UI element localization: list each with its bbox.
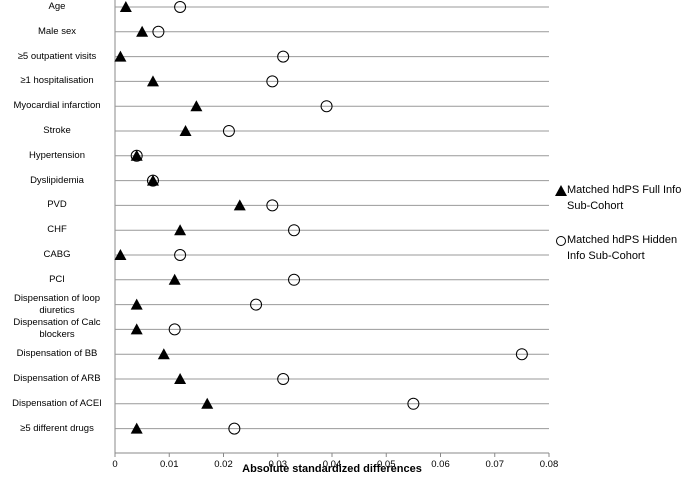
circle-marker [174,1,187,13]
triangle-marker [130,149,143,161]
legend-circle [556,236,566,246]
x-tick-label: 0.04 [323,459,342,470]
circle-marker [266,75,279,88]
x-tick-label: 0.06 [431,459,450,470]
triangle-marker [130,323,143,335]
triangle-marker [146,174,159,186]
category-label: Dispensation of ARB [13,373,101,384]
legend-marker [555,185,567,196]
category-label: Myocardial infarction [13,100,101,112]
circle-marker [146,174,159,187]
triangle-marker [130,422,143,434]
x-tick-label: 0.01 [160,459,179,470]
triangle-marker [201,397,214,409]
legend-label: Matched hdPS Full Info Sub-Cohort [567,184,682,212]
circle-marker [168,323,181,336]
triangle-marker [174,224,187,236]
category-label: ≥5 outpatient visits [17,50,97,62]
x-tick-label: 0.07 [486,459,505,470]
triangle-marker [233,199,246,211]
category-label: Dispensation of Calc blockers [13,317,101,341]
category-label: PVD [47,199,67,211]
category-label: Age [48,1,66,12]
triangle-marker [130,298,143,310]
category-label: Stroke [43,125,71,136]
category-label: Dispensation of BB [16,348,98,360]
category-label: Dyslipidemia [30,174,84,186]
category-label: CHF [47,224,67,236]
circle-marker [222,125,235,137]
circle-marker [250,298,263,311]
circle-marker [174,249,187,261]
circle-marker [407,397,420,410]
category-label: ≥1 hospitalisation [20,75,94,87]
category-label: PCI [49,273,65,285]
x-tick-label: 0.05 [377,459,396,470]
x-axis-title: Absolute standardized differences [242,463,422,475]
circle-marker [228,422,241,435]
category-label: CABG [43,249,71,260]
circle-marker [277,373,290,385]
circle-marker [130,149,143,162]
circle-marker [277,50,290,63]
x-tick-label: 0 [112,459,117,470]
x-tick-label: 0.08 [540,459,559,470]
triangle-marker [136,25,149,37]
category-label: ≥5 different drugs [20,422,94,434]
category-label: Dispensation of loop diuretics [13,292,101,316]
circle-marker [320,100,333,113]
triangle-marker [114,50,127,62]
category-label: Hypertension [29,149,85,161]
circle-marker [515,348,528,361]
triangle-marker [157,348,170,360]
circle-marker [152,25,165,38]
x-tick-label: 0.02 [214,459,233,470]
category-label: Male sex [37,25,76,37]
triangle-marker [146,75,159,87]
category-label: Dispensation of ACEI [12,397,102,409]
triangle-marker [119,1,132,12]
triangle-marker [179,125,192,136]
triangle-marker [114,249,127,260]
legend-triangle [555,185,567,196]
circle-marker [266,199,279,212]
legend-marker [556,236,566,246]
circle-marker [288,224,301,237]
legend-label: Matched hdPS Hidden Info Sub-Cohort [567,234,678,262]
triangle-marker [174,373,187,384]
triangle-marker [190,100,203,112]
triangle-marker [168,273,181,285]
circle-marker [288,273,301,286]
x-tick-label: 0.03 [269,459,288,470]
